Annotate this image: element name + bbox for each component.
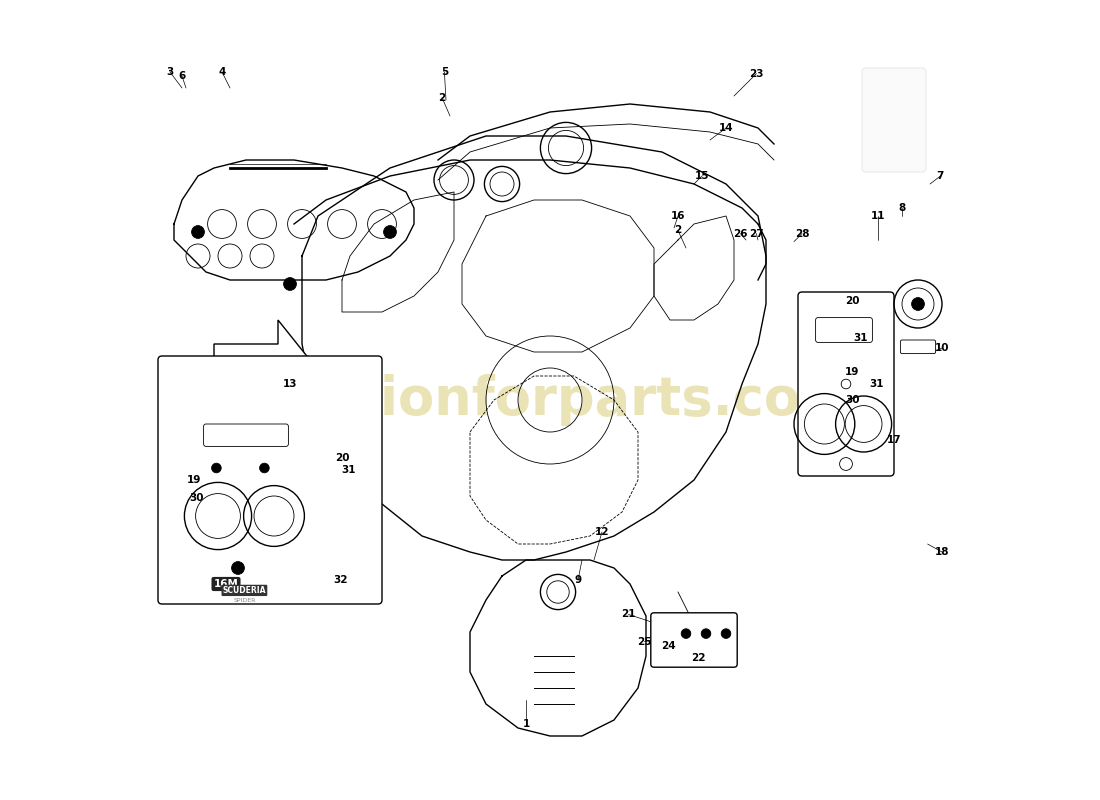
Text: 20: 20 <box>334 453 350 462</box>
Circle shape <box>260 463 270 473</box>
Text: 30: 30 <box>189 493 204 502</box>
Circle shape <box>912 298 924 310</box>
Text: 2: 2 <box>439 93 446 102</box>
Text: 7: 7 <box>937 171 944 181</box>
Text: 2: 2 <box>674 226 682 235</box>
Text: 20: 20 <box>845 296 860 306</box>
Text: 1: 1 <box>522 719 529 729</box>
Text: 10: 10 <box>935 343 949 353</box>
Text: 11: 11 <box>871 211 886 221</box>
Text: 3: 3 <box>166 67 174 77</box>
Text: 32: 32 <box>333 575 348 585</box>
FancyBboxPatch shape <box>158 356 382 604</box>
Text: 12: 12 <box>595 527 609 537</box>
Text: 15: 15 <box>695 171 710 181</box>
Text: 16M: 16M <box>213 579 239 589</box>
Text: 17: 17 <box>887 435 901 445</box>
Text: 16: 16 <box>671 211 685 221</box>
Text: 30: 30 <box>845 395 860 405</box>
FancyBboxPatch shape <box>798 292 894 476</box>
Text: 31: 31 <box>341 466 355 475</box>
Text: SCUDERIA: SCUDERIA <box>222 586 266 595</box>
Text: 28: 28 <box>794 229 810 238</box>
Text: 4: 4 <box>218 67 226 77</box>
FancyBboxPatch shape <box>901 340 936 354</box>
Circle shape <box>384 226 396 238</box>
Text: 21: 21 <box>621 610 636 619</box>
Polygon shape <box>214 320 310 400</box>
FancyBboxPatch shape <box>815 318 872 342</box>
FancyBboxPatch shape <box>862 68 926 172</box>
Text: 23: 23 <box>749 69 763 78</box>
Circle shape <box>284 278 296 290</box>
Text: 19: 19 <box>187 475 201 485</box>
Text: 26: 26 <box>733 229 748 238</box>
Text: 6: 6 <box>178 71 186 81</box>
Circle shape <box>681 629 691 638</box>
Circle shape <box>722 629 730 638</box>
Text: 8: 8 <box>899 203 905 213</box>
Text: 9: 9 <box>574 575 582 585</box>
FancyBboxPatch shape <box>204 424 288 446</box>
Circle shape <box>701 629 711 638</box>
Circle shape <box>232 562 244 574</box>
Text: 27: 27 <box>749 229 763 238</box>
FancyBboxPatch shape <box>651 613 737 667</box>
Circle shape <box>211 463 221 473</box>
Text: 31: 31 <box>854 333 868 342</box>
Text: 25: 25 <box>637 637 651 646</box>
Text: 14: 14 <box>718 123 734 133</box>
Text: 22: 22 <box>691 653 705 662</box>
Text: 19: 19 <box>845 367 859 377</box>
Text: passionforparts.com: passionforparts.com <box>244 374 856 426</box>
Text: 24: 24 <box>661 642 675 651</box>
Text: 18: 18 <box>935 547 949 557</box>
Circle shape <box>191 226 205 238</box>
Text: SPIDER: SPIDER <box>233 598 255 602</box>
Text: 5: 5 <box>441 67 448 77</box>
Text: 31: 31 <box>869 379 883 389</box>
Text: 13: 13 <box>283 379 297 389</box>
